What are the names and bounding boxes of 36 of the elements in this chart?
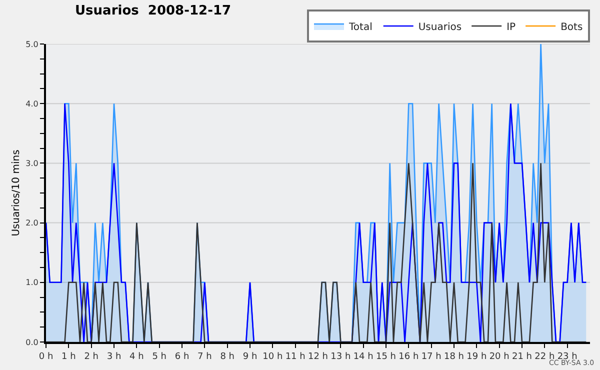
x-tick-label: 1 h bbox=[62, 352, 76, 362]
y-tick-label: 5.0 bbox=[26, 40, 38, 49]
x-tick-label: 0 h bbox=[38, 352, 54, 362]
x-tick-label: 7 h bbox=[198, 352, 212, 362]
x-tick-label: 17 h bbox=[421, 352, 442, 362]
line-series bbox=[46, 102, 587, 342]
y-tick-label: 2.0 bbox=[26, 218, 38, 228]
x-tick-label: 11 h bbox=[285, 352, 306, 362]
y-tick-label: 1.0 bbox=[26, 278, 38, 288]
x-tick-label: 18 h bbox=[444, 352, 464, 362]
x-tick-label: 2 h bbox=[84, 352, 98, 362]
y-tick-label: 3.0 bbox=[26, 159, 38, 168]
x-tick-label: 21 h bbox=[512, 352, 532, 362]
x-tick-label: 6 h bbox=[174, 352, 190, 362]
legend-label: Total bbox=[348, 22, 372, 33]
x-tick-label: 15 h bbox=[376, 352, 396, 362]
x-tick-label: 10 h bbox=[262, 352, 283, 362]
x-tick-label: 9 h bbox=[242, 352, 258, 362]
x-tick-label: 3 h bbox=[106, 352, 122, 362]
x-tick-label: 16 h bbox=[398, 352, 419, 362]
x-tick-label: 12 h bbox=[308, 352, 328, 362]
x-tick-label: 4 h bbox=[130, 352, 144, 362]
x-tick-label: 19 h bbox=[466, 352, 487, 362]
chart-title: Usuarios 2008-12-17 bbox=[75, 4, 232, 19]
x-tick-label: 8 h bbox=[220, 352, 234, 362]
y-tick-label: 0.0 bbox=[26, 338, 38, 347]
x-tick-label: 14 h bbox=[353, 352, 374, 362]
x-tick-label: 5 h bbox=[152, 352, 166, 362]
legend-label: IP bbox=[506, 22, 516, 33]
x-tick-label: 20 h bbox=[489, 352, 510, 362]
y-axis-title: Usuarios/10 mins bbox=[11, 150, 22, 236]
y-tick-label: 4.0 bbox=[26, 99, 38, 108]
x-tick-label: 13 h bbox=[330, 352, 351, 362]
legend-label: Bots bbox=[560, 22, 583, 33]
legend-label: Usuarios bbox=[418, 22, 462, 33]
line-series bbox=[46, 162, 587, 342]
